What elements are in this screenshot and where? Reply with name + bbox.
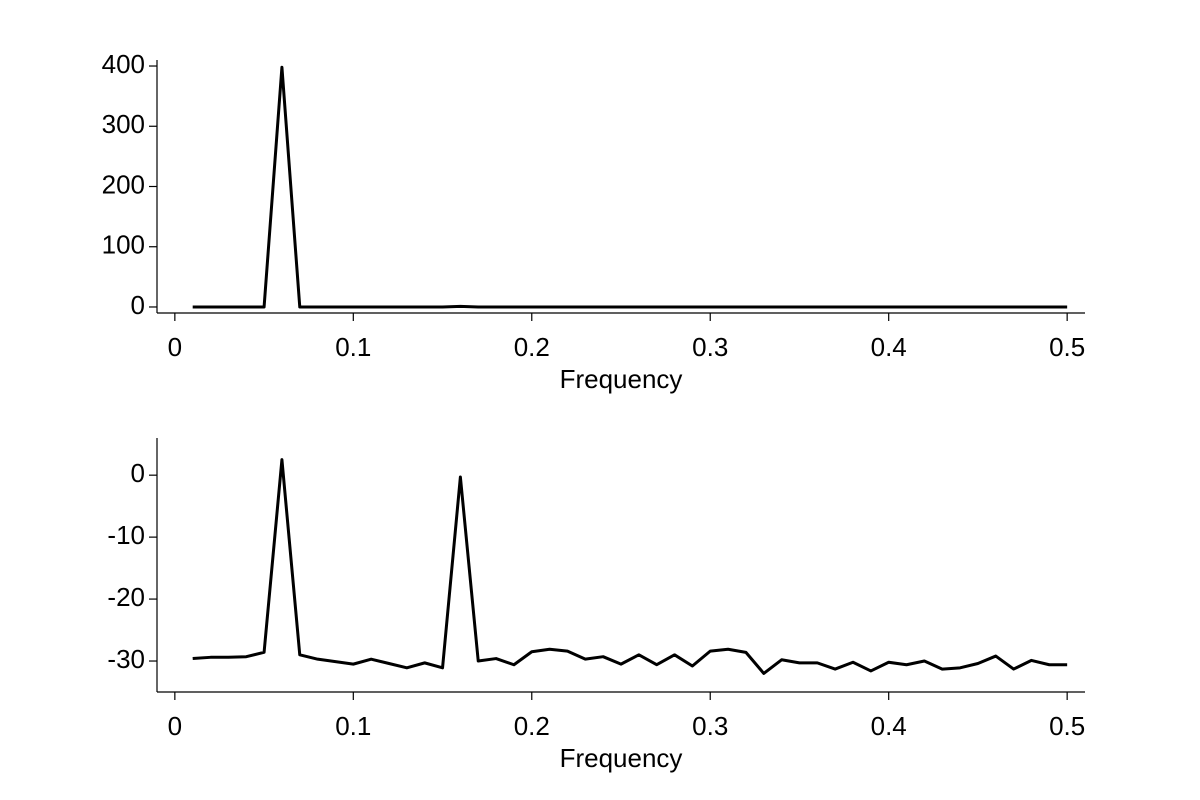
y-tick-label: 200 [102,169,145,199]
x-tick-label: 0.2 [514,332,550,362]
data-line [192,458,1068,675]
data-line [192,65,1068,309]
x-tick-label: 0.4 [871,332,907,362]
x-tick-label: 0.1 [335,711,371,741]
x-tick-label: 0.2 [514,711,550,741]
y-tick-label: 0 [131,458,145,488]
y-tick-label: 0 [131,290,145,320]
x-tick-label: 0.1 [335,332,371,362]
x-tick-label: 0 [168,332,182,362]
x-tick-label: 0.4 [871,711,907,741]
x-tick-label: 0.5 [1049,711,1085,741]
x-tick-label: 0.5 [1049,332,1085,362]
x-axis-title: Frequency [560,743,683,773]
y-tick-label: -20 [107,582,145,612]
y-tick-label: -30 [107,644,145,674]
y-tick-label: 100 [102,230,145,260]
y-tick-label: -10 [107,520,145,550]
x-tick-label: 0.3 [692,711,728,741]
x-axis-title: Frequency [560,364,683,394]
x-tick-label: 0 [168,711,182,741]
y-tick-label: 300 [102,109,145,139]
x-tick-label: 0.3 [692,332,728,362]
y-tick-label: 400 [102,49,145,79]
